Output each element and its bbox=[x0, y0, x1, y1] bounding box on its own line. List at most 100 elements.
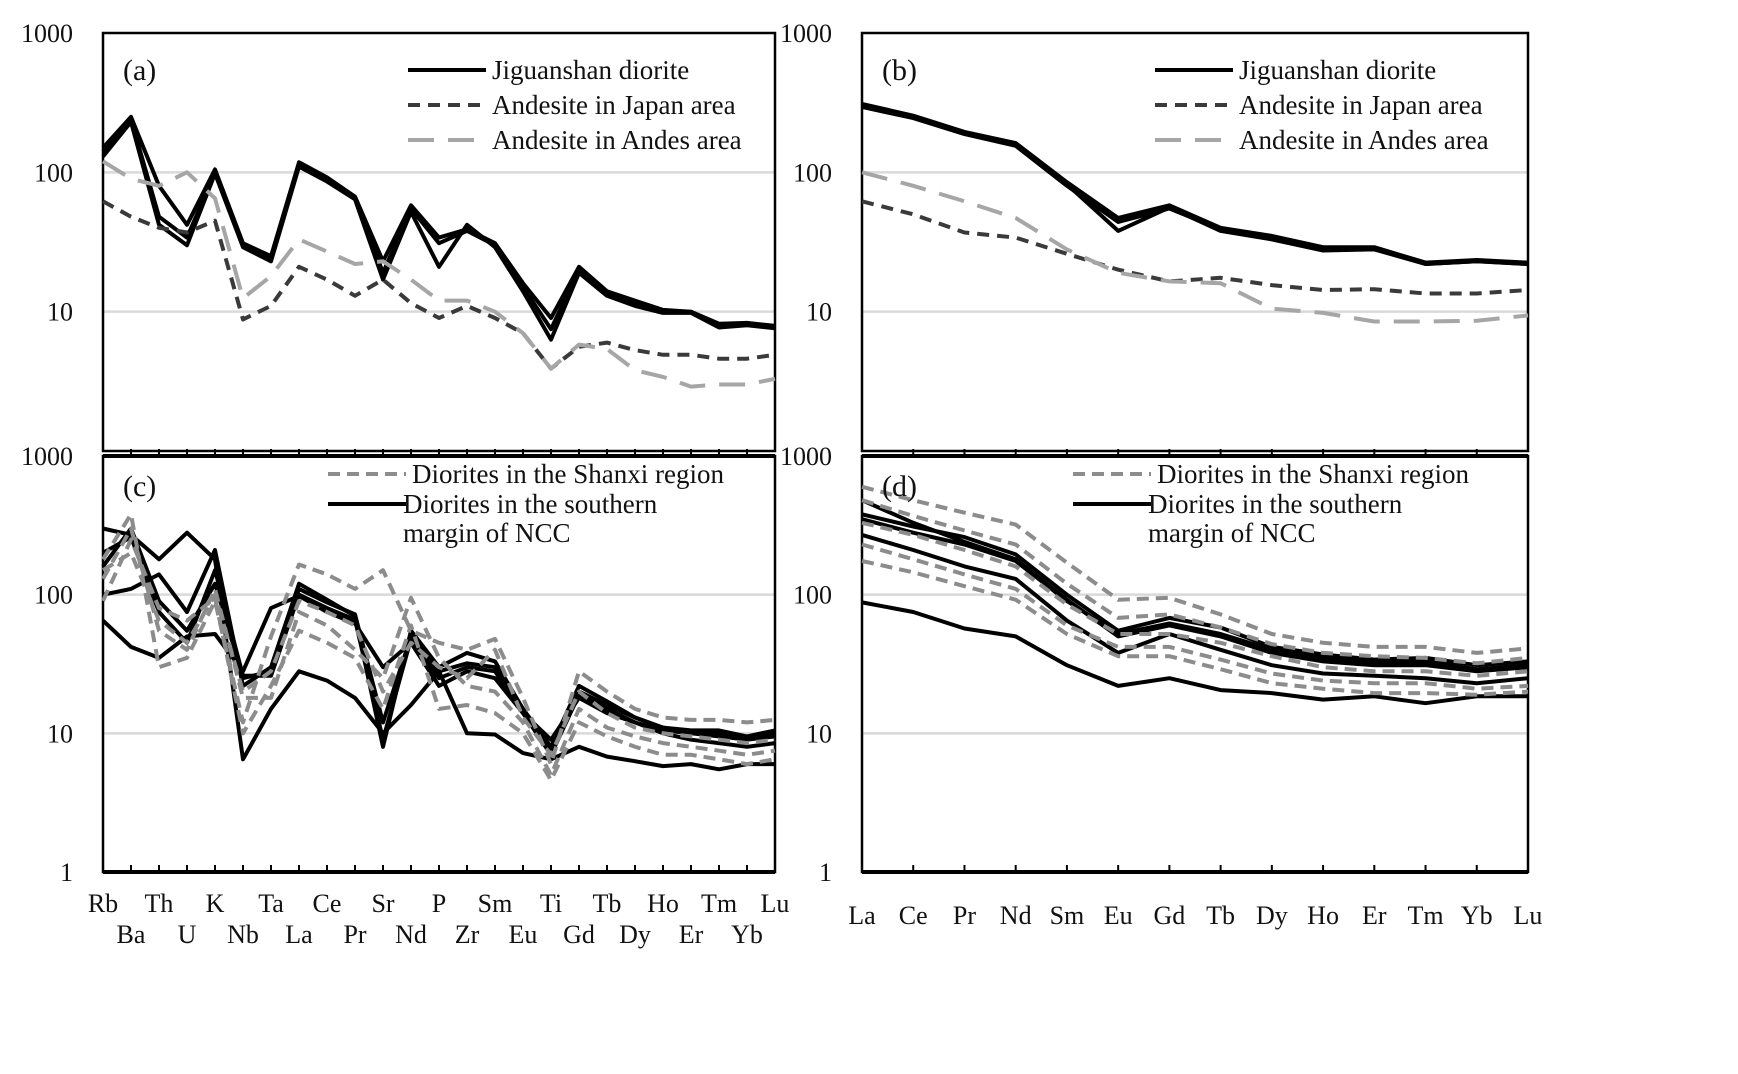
y-tick-label: 10 bbox=[47, 298, 73, 327]
series-line-dash-gray bbox=[101, 550, 776, 757]
x-tick-label: Ho bbox=[1307, 901, 1339, 930]
panel-label: (c) bbox=[123, 470, 156, 503]
x-tick-label: Lu bbox=[1514, 901, 1543, 930]
x-tick-label: Tb bbox=[593, 889, 622, 918]
x-tick-label: P bbox=[432, 889, 446, 918]
y-tick-label: 1 bbox=[819, 858, 832, 887]
series-line-solid-black bbox=[861, 517, 1529, 672]
legend-label: Andesite in Andes area bbox=[492, 125, 742, 155]
legend-label: Andesite in Japan area bbox=[1239, 90, 1483, 120]
y-tick-label: 1000 bbox=[780, 19, 832, 48]
panel-c: 1000100101RbBaThUKNbTaLaCePrSrNdPZrSmEuT… bbox=[21, 442, 789, 949]
x-tick-label: Nb bbox=[227, 920, 259, 949]
series-line-solid-black bbox=[101, 526, 776, 753]
x-tick-label: Ti bbox=[540, 889, 562, 918]
legend-label: Jiguanshan diorite bbox=[492, 55, 689, 85]
series-line-dash-gray bbox=[861, 559, 1529, 697]
x-tick-label: Ba bbox=[117, 920, 146, 949]
y-tick-label: 1 bbox=[60, 858, 73, 887]
panel-label: (b) bbox=[882, 54, 917, 87]
series-line-dash-gray bbox=[101, 537, 776, 783]
x-tick-label: Ta bbox=[258, 889, 284, 918]
legend-label: Jiguanshan diorite bbox=[1239, 55, 1436, 85]
x-tick-label: Yb bbox=[731, 920, 763, 949]
x-tick-label: Eu bbox=[1104, 901, 1133, 930]
x-tick-label: Dy bbox=[1256, 901, 1288, 930]
x-tick-label: Ho bbox=[647, 889, 679, 918]
plot-frame bbox=[860, 31, 1530, 453]
x-tick-label: Pr bbox=[343, 920, 366, 949]
x-tick-label: Th bbox=[145, 889, 174, 918]
series-line-dash-gray bbox=[861, 542, 1529, 691]
legend-label: Andesite in Andes area bbox=[1239, 125, 1489, 155]
series-line-dash-gray bbox=[101, 526, 776, 778]
x-tick-label: Ce bbox=[313, 889, 342, 918]
x-tick-label: U bbox=[178, 920, 197, 949]
y-tick-label: 1000 bbox=[780, 442, 832, 471]
x-tick-label: Nd bbox=[395, 920, 427, 949]
y-tick-label: 100 bbox=[793, 158, 832, 187]
x-tick-label: Ce bbox=[899, 901, 928, 930]
legend: Jiguanshan diorite Andesite in Japan area… bbox=[1155, 55, 1489, 155]
x-tick-label: La bbox=[848, 901, 876, 930]
panel-a: 1000 100 10 (a) Jiguanshan diorite Andesite i… bbox=[21, 19, 777, 453]
series-line-longdash-gray bbox=[101, 159, 776, 389]
y-tick-label: 10 bbox=[47, 719, 73, 748]
x-tick-label: Gd bbox=[563, 920, 595, 949]
legend-label: Diorites in the southern bbox=[1148, 489, 1403, 519]
y-tick-label: 100 bbox=[34, 581, 73, 610]
series-line-dash-gray bbox=[101, 512, 776, 767]
legend: Jiguanshan diorite Andesite in Japan area… bbox=[408, 55, 742, 155]
x-tick-label: Tm bbox=[701, 889, 737, 918]
x-tick-label: Rb bbox=[88, 889, 118, 918]
x-tick-label: La bbox=[285, 920, 313, 949]
y-tick-label: 10 bbox=[806, 719, 832, 748]
series-line-dash-gray bbox=[861, 484, 1529, 655]
series-line-solid-black bbox=[101, 119, 776, 342]
panel-label: (a) bbox=[123, 54, 156, 87]
x-tick-label: Er bbox=[679, 920, 704, 949]
y-tick-label: 1000 bbox=[21, 442, 73, 471]
series-line-solid-black bbox=[861, 498, 1529, 674]
x-tick-label: Nd bbox=[1000, 901, 1032, 930]
panel-label: (d) bbox=[882, 470, 917, 503]
series-line-solid-black bbox=[861, 532, 1529, 686]
legend-label: Andesite in Japan area bbox=[492, 90, 736, 120]
x-tick-label: Eu bbox=[509, 920, 538, 949]
x-tick-label: Pr bbox=[953, 901, 976, 930]
panel-d: 1000 100 10 1 La Ce Pr Nd Sm Eu Gd Tb Dy Ho Er Tm Yb Lu (d… bbox=[780, 442, 1542, 930]
series-line-dash-gray bbox=[861, 520, 1529, 678]
x-tick-label: Er bbox=[1362, 901, 1387, 930]
x-tick-label: Tm bbox=[1407, 901, 1443, 930]
x-tick-label: Tb bbox=[1206, 901, 1235, 930]
y-tick-label: 100 bbox=[34, 158, 73, 187]
x-tick-label: Sr bbox=[371, 889, 394, 918]
x-tick-label: Yb bbox=[1461, 901, 1493, 930]
legend-label: Diorites in the southern bbox=[403, 489, 658, 519]
x-tick-label: Dy bbox=[619, 920, 651, 949]
legend-label: margin of NCC bbox=[1148, 518, 1316, 548]
series-line-dash-dark bbox=[102, 199, 776, 371]
x-tick-label: Gd bbox=[1153, 901, 1185, 930]
series-line-dash-gray bbox=[861, 498, 1529, 666]
y-tick-label: 10 bbox=[806, 298, 832, 327]
x-tick-label: Zr bbox=[455, 920, 480, 949]
x-tick-label: Sm bbox=[1050, 901, 1085, 930]
x-tick-label: Lu bbox=[761, 889, 790, 918]
panel-b: 1000 100 10 (b) Jiguanshan diorite Andesite i… bbox=[780, 19, 1530, 453]
y-tick-label: 1000 bbox=[21, 19, 73, 48]
series-line-solid-black bbox=[861, 104, 1529, 266]
series-line-longdash-gray bbox=[861, 170, 1529, 324]
x-tick-label: Sm bbox=[478, 889, 513, 918]
legend-label: margin of NCC bbox=[403, 518, 571, 548]
series-line-solid-black bbox=[861, 600, 1528, 706]
x-tick-label: K bbox=[206, 889, 225, 918]
y-tick-label: 100 bbox=[793, 581, 832, 610]
series-line-solid-black bbox=[102, 535, 776, 757]
legend-label: Diorites in the Shanxi region bbox=[1157, 459, 1469, 489]
series-line-dash-dark bbox=[861, 199, 1529, 296]
legend-label: Diorites in the Shanxi region bbox=[412, 459, 724, 489]
